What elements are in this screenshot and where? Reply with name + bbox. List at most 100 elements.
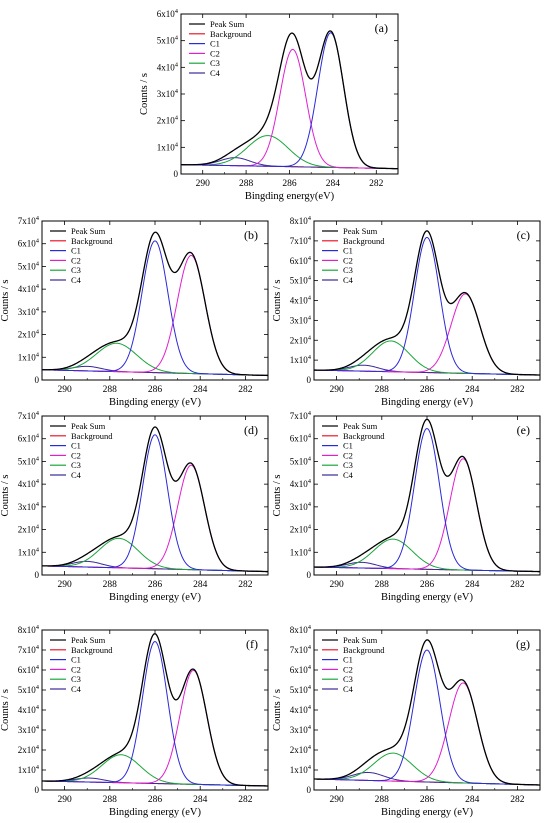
y-axis-label: Counts / s bbox=[272, 279, 283, 321]
legend-label: Background bbox=[210, 29, 252, 39]
x-tick-label: 290 bbox=[329, 580, 344, 590]
chart-panel-a: 290 288 286 284 282 0 1x104 2x104 3x104 4x104 5x10… bbox=[139, 8, 399, 202]
x-tick-label: 282 bbox=[369, 179, 384, 189]
c2-line bbox=[314, 682, 540, 786]
x-tick-label: 282 bbox=[510, 795, 525, 805]
x-tick-label: 288 bbox=[375, 580, 390, 590]
legend-label: C4 bbox=[71, 684, 82, 694]
y-axis-label: Counts / s bbox=[0, 689, 11, 731]
chart-panel-e: 290 288 286 284 282 0 1x104 2x104 3x104 4x104 5x10… bbox=[272, 410, 541, 603]
y-tick-label: 5x104 bbox=[18, 260, 40, 271]
legend-label: C2 bbox=[210, 48, 220, 58]
x-tick-label: 288 bbox=[103, 385, 118, 395]
y-tick-label: 2x104 bbox=[290, 334, 312, 345]
y-tick-label: 2x104 bbox=[290, 744, 312, 755]
y-tick-label: 0 bbox=[35, 375, 40, 385]
curves bbox=[314, 230, 540, 376]
x-tick-label: 282 bbox=[238, 385, 253, 395]
legend-label: C1 bbox=[71, 246, 81, 256]
legend-label: C1 bbox=[343, 441, 353, 451]
panel-label: (g) bbox=[516, 637, 530, 651]
c4-line bbox=[181, 157, 398, 170]
legend-label: C2 bbox=[343, 664, 353, 674]
c1-line bbox=[314, 649, 540, 786]
legend-label: Background bbox=[71, 431, 113, 441]
x-tick-label: 284 bbox=[193, 795, 208, 805]
curves bbox=[314, 418, 540, 573]
chart-panel-c: 290 288 286 284 282 0 1x104 2x104 3x104 4x104 5x10… bbox=[272, 215, 541, 408]
y-tick-label: 6x104 bbox=[290, 255, 312, 266]
x-tick-label: 290 bbox=[196, 179, 211, 189]
y-tick-label: 2x104 bbox=[18, 329, 40, 340]
y-axis-label: Counts / s bbox=[0, 474, 11, 516]
y-tick-label: 2x104 bbox=[290, 524, 312, 535]
y-tick-label: 4x104 bbox=[18, 478, 40, 489]
y-tick-label: 8x104 bbox=[18, 624, 40, 635]
chart-panel-f: 290 288 286 284 282 0 1x104 2x104 3x104 4x104 5x10… bbox=[0, 624, 269, 818]
y-tick-label: 1x104 bbox=[157, 141, 179, 152]
legend-label: Peak Sum bbox=[343, 421, 378, 431]
legend-label: Background bbox=[343, 236, 385, 246]
y-tick-label: 1x104 bbox=[18, 546, 40, 557]
legend-label: Background bbox=[343, 645, 385, 655]
legend-label: C4 bbox=[71, 470, 82, 480]
legend-label: C3 bbox=[210, 58, 220, 68]
legend-label: C2 bbox=[71, 664, 81, 674]
panel-label: (e) bbox=[517, 423, 530, 437]
x-tick-label: 284 bbox=[193, 385, 208, 395]
x-tick-label: 282 bbox=[238, 795, 253, 805]
x-tick-label: 284 bbox=[193, 580, 208, 590]
legend-label: C1 bbox=[343, 655, 353, 665]
legend-label: C2 bbox=[343, 450, 353, 460]
y-tick-label: 4x104 bbox=[18, 283, 40, 294]
legend-label: Background bbox=[343, 431, 385, 441]
x-tick-label: 286 bbox=[148, 385, 163, 395]
y-tick-label: 3x104 bbox=[157, 88, 179, 99]
panel-label: (c) bbox=[517, 228, 530, 242]
y-tick-label: 2x104 bbox=[18, 524, 40, 535]
y-tick-label: 7x104 bbox=[290, 235, 312, 246]
y-tick-label: 5x104 bbox=[157, 35, 179, 46]
y-tick-label: 5x104 bbox=[290, 275, 312, 286]
x-tick-label: 284 bbox=[465, 385, 480, 395]
y-tick-label: 0 bbox=[307, 375, 312, 385]
legend-label: Peak Sum bbox=[71, 421, 106, 431]
y-axis-label: Counts / s bbox=[272, 474, 283, 516]
y-tick-label: 6x104 bbox=[290, 664, 312, 675]
chart-panel-b: 290 288 286 284 282 0 1x104 2x104 3x104 4x104 5x10… bbox=[0, 215, 269, 408]
panel-label: (b) bbox=[244, 228, 258, 242]
y-tick-label: 4x104 bbox=[290, 295, 312, 306]
x-tick-label: 288 bbox=[375, 795, 390, 805]
y-tick-label: 4x104 bbox=[290, 478, 312, 489]
y-tick-label: 6x104 bbox=[18, 238, 40, 249]
peak-sum-line bbox=[314, 230, 540, 376]
x-tick-label: 284 bbox=[465, 580, 480, 590]
y-tick-label: 0 bbox=[174, 169, 179, 179]
x-axis-label: Bingding energy(eV) bbox=[245, 191, 335, 202]
y-tick-label: 1x104 bbox=[18, 764, 40, 775]
x-tick-label: 286 bbox=[148, 580, 163, 590]
x-axis-label: Bingding energy (eV) bbox=[109, 807, 201, 818]
legend-label: C4 bbox=[210, 68, 221, 78]
y-tick-label: 1x104 bbox=[290, 546, 312, 557]
c2-line bbox=[42, 464, 268, 573]
x-axis-label: Bingding energy (eV) bbox=[381, 397, 473, 408]
legend-label: Background bbox=[71, 645, 113, 655]
c1-line bbox=[42, 240, 268, 376]
y-tick-label: 5x104 bbox=[18, 684, 40, 695]
y-tick-label: 6x104 bbox=[290, 433, 312, 444]
legend-label: Peak Sum bbox=[71, 226, 106, 236]
panel-label: (d) bbox=[244, 423, 258, 437]
y-tick-label: 3x104 bbox=[18, 724, 40, 735]
legend-label: C3 bbox=[71, 460, 81, 470]
curves bbox=[42, 426, 268, 573]
curves bbox=[42, 231, 268, 377]
y-tick-label: 3x104 bbox=[290, 724, 312, 735]
x-tick-label: 288 bbox=[239, 179, 254, 189]
legend-label: C1 bbox=[343, 246, 353, 256]
legend-label: Background bbox=[71, 236, 113, 246]
